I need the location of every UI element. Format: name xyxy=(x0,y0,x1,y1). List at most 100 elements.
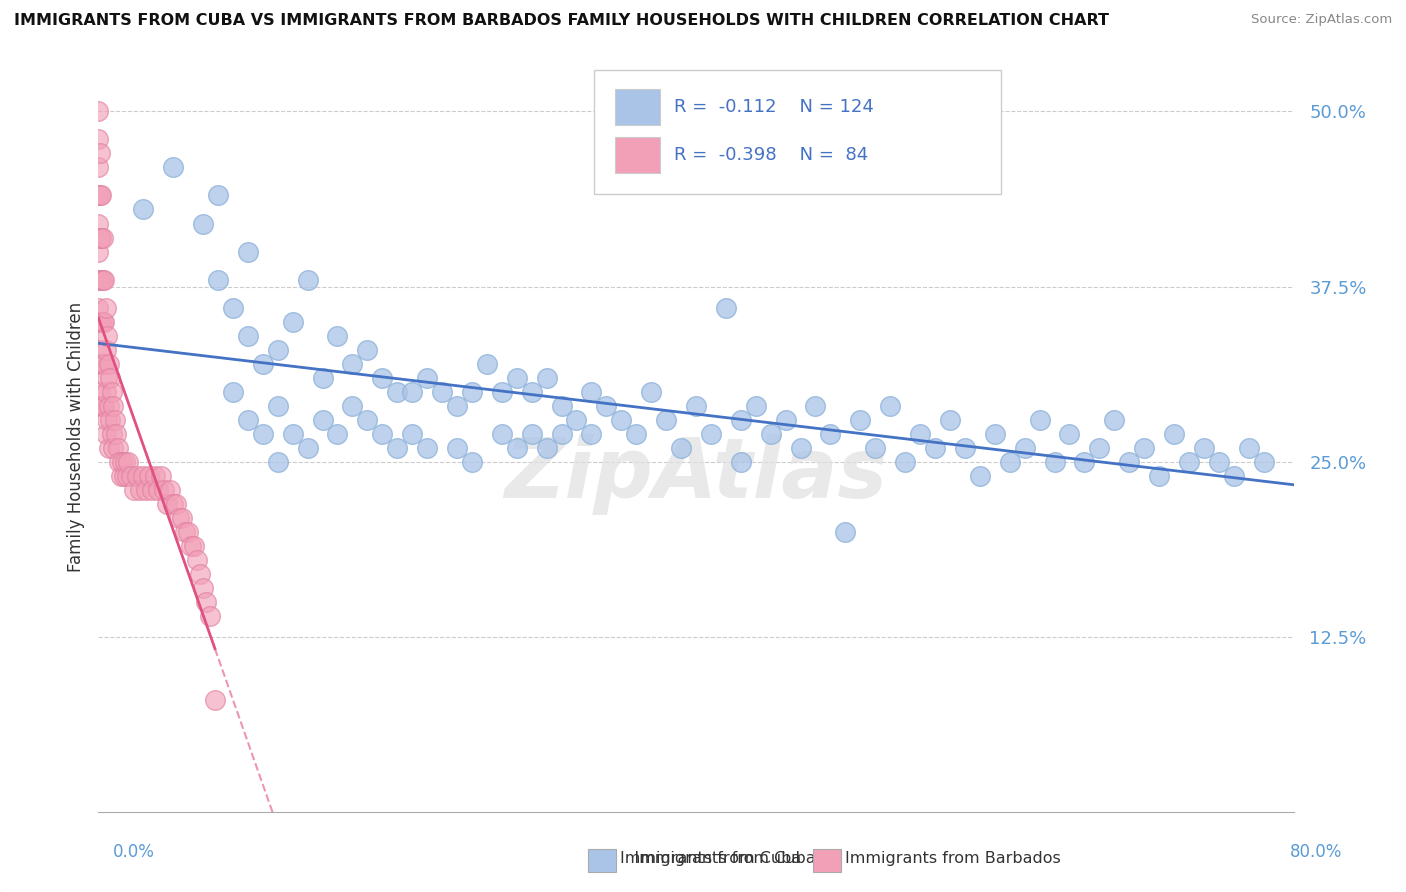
Point xyxy=(311,370,333,384)
Point xyxy=(89,314,111,328)
Point xyxy=(730,454,752,468)
Point xyxy=(385,384,409,399)
Point xyxy=(94,343,117,357)
Text: ZipAtlas: ZipAtlas xyxy=(505,434,887,515)
Point xyxy=(267,399,290,413)
Point xyxy=(446,399,468,413)
Point xyxy=(132,468,155,483)
Text: R =  -0.112    N = 124: R = -0.112 N = 124 xyxy=(675,98,875,116)
Point xyxy=(581,426,603,441)
Point xyxy=(1192,441,1215,455)
Point xyxy=(1014,441,1036,455)
Point xyxy=(326,426,349,441)
Point xyxy=(520,384,543,399)
Point xyxy=(640,384,662,399)
Point xyxy=(1253,454,1275,468)
Point xyxy=(1118,454,1140,468)
Point xyxy=(97,357,120,371)
Point xyxy=(1163,426,1185,441)
Point xyxy=(177,524,200,539)
Point xyxy=(91,357,114,371)
Point xyxy=(127,468,149,483)
Point xyxy=(107,441,129,455)
Point xyxy=(156,497,179,511)
Point xyxy=(371,370,394,384)
Point xyxy=(745,399,768,413)
Point xyxy=(150,468,173,483)
FancyBboxPatch shape xyxy=(614,136,661,172)
Point xyxy=(110,468,132,483)
Point xyxy=(132,202,155,217)
Point xyxy=(93,272,115,286)
Point xyxy=(174,524,197,539)
Text: 80.0%: 80.0% xyxy=(1291,843,1343,861)
Point xyxy=(96,370,118,384)
Point xyxy=(120,468,142,483)
Point xyxy=(89,384,111,399)
Point xyxy=(191,217,214,231)
Point xyxy=(112,468,135,483)
Point xyxy=(104,412,127,426)
Point xyxy=(117,454,139,468)
Point xyxy=(1237,441,1260,455)
Point xyxy=(143,468,166,483)
Point xyxy=(461,454,484,468)
Point xyxy=(581,384,603,399)
Point xyxy=(89,343,111,357)
Point xyxy=(87,161,110,175)
Text: Immigrants from Cuba: Immigrants from Cuba xyxy=(620,851,801,865)
Point xyxy=(97,441,120,455)
Point xyxy=(207,188,229,202)
Point xyxy=(834,524,856,539)
Point xyxy=(714,301,737,315)
Point xyxy=(167,510,190,524)
Point xyxy=(804,399,827,413)
Point xyxy=(371,426,394,441)
Point xyxy=(401,426,423,441)
Point xyxy=(188,566,211,581)
Point xyxy=(236,328,259,343)
Point xyxy=(165,497,187,511)
Point xyxy=(669,441,692,455)
Point xyxy=(969,468,991,483)
Point xyxy=(879,399,901,413)
Point xyxy=(97,399,120,413)
Point xyxy=(1028,412,1050,426)
Point xyxy=(506,441,529,455)
Point xyxy=(984,426,1007,441)
Point xyxy=(135,483,157,497)
Point xyxy=(98,370,122,384)
Point xyxy=(565,412,588,426)
Point xyxy=(90,357,112,371)
Point xyxy=(849,412,872,426)
Point xyxy=(685,399,707,413)
Point xyxy=(93,399,115,413)
Point xyxy=(94,426,117,441)
Point xyxy=(550,399,572,413)
Point xyxy=(93,314,115,328)
Point xyxy=(775,412,797,426)
Point xyxy=(610,412,633,426)
Point xyxy=(520,426,543,441)
Point xyxy=(297,272,319,286)
Point xyxy=(96,412,118,426)
Point xyxy=(111,454,134,468)
Point xyxy=(626,426,648,441)
Point xyxy=(101,384,124,399)
Point xyxy=(311,412,333,426)
Point xyxy=(94,301,117,315)
Point xyxy=(108,454,131,468)
Point xyxy=(172,510,194,524)
Point xyxy=(939,412,962,426)
FancyBboxPatch shape xyxy=(595,70,1001,194)
Point xyxy=(1133,441,1156,455)
Point xyxy=(536,441,558,455)
Point xyxy=(1073,454,1095,468)
Point xyxy=(953,441,976,455)
Text: Source: ZipAtlas.com: Source: ZipAtlas.com xyxy=(1251,13,1392,27)
Point xyxy=(222,301,245,315)
Point xyxy=(491,384,513,399)
Point xyxy=(87,104,110,119)
Point xyxy=(998,454,1021,468)
Point xyxy=(87,301,110,315)
